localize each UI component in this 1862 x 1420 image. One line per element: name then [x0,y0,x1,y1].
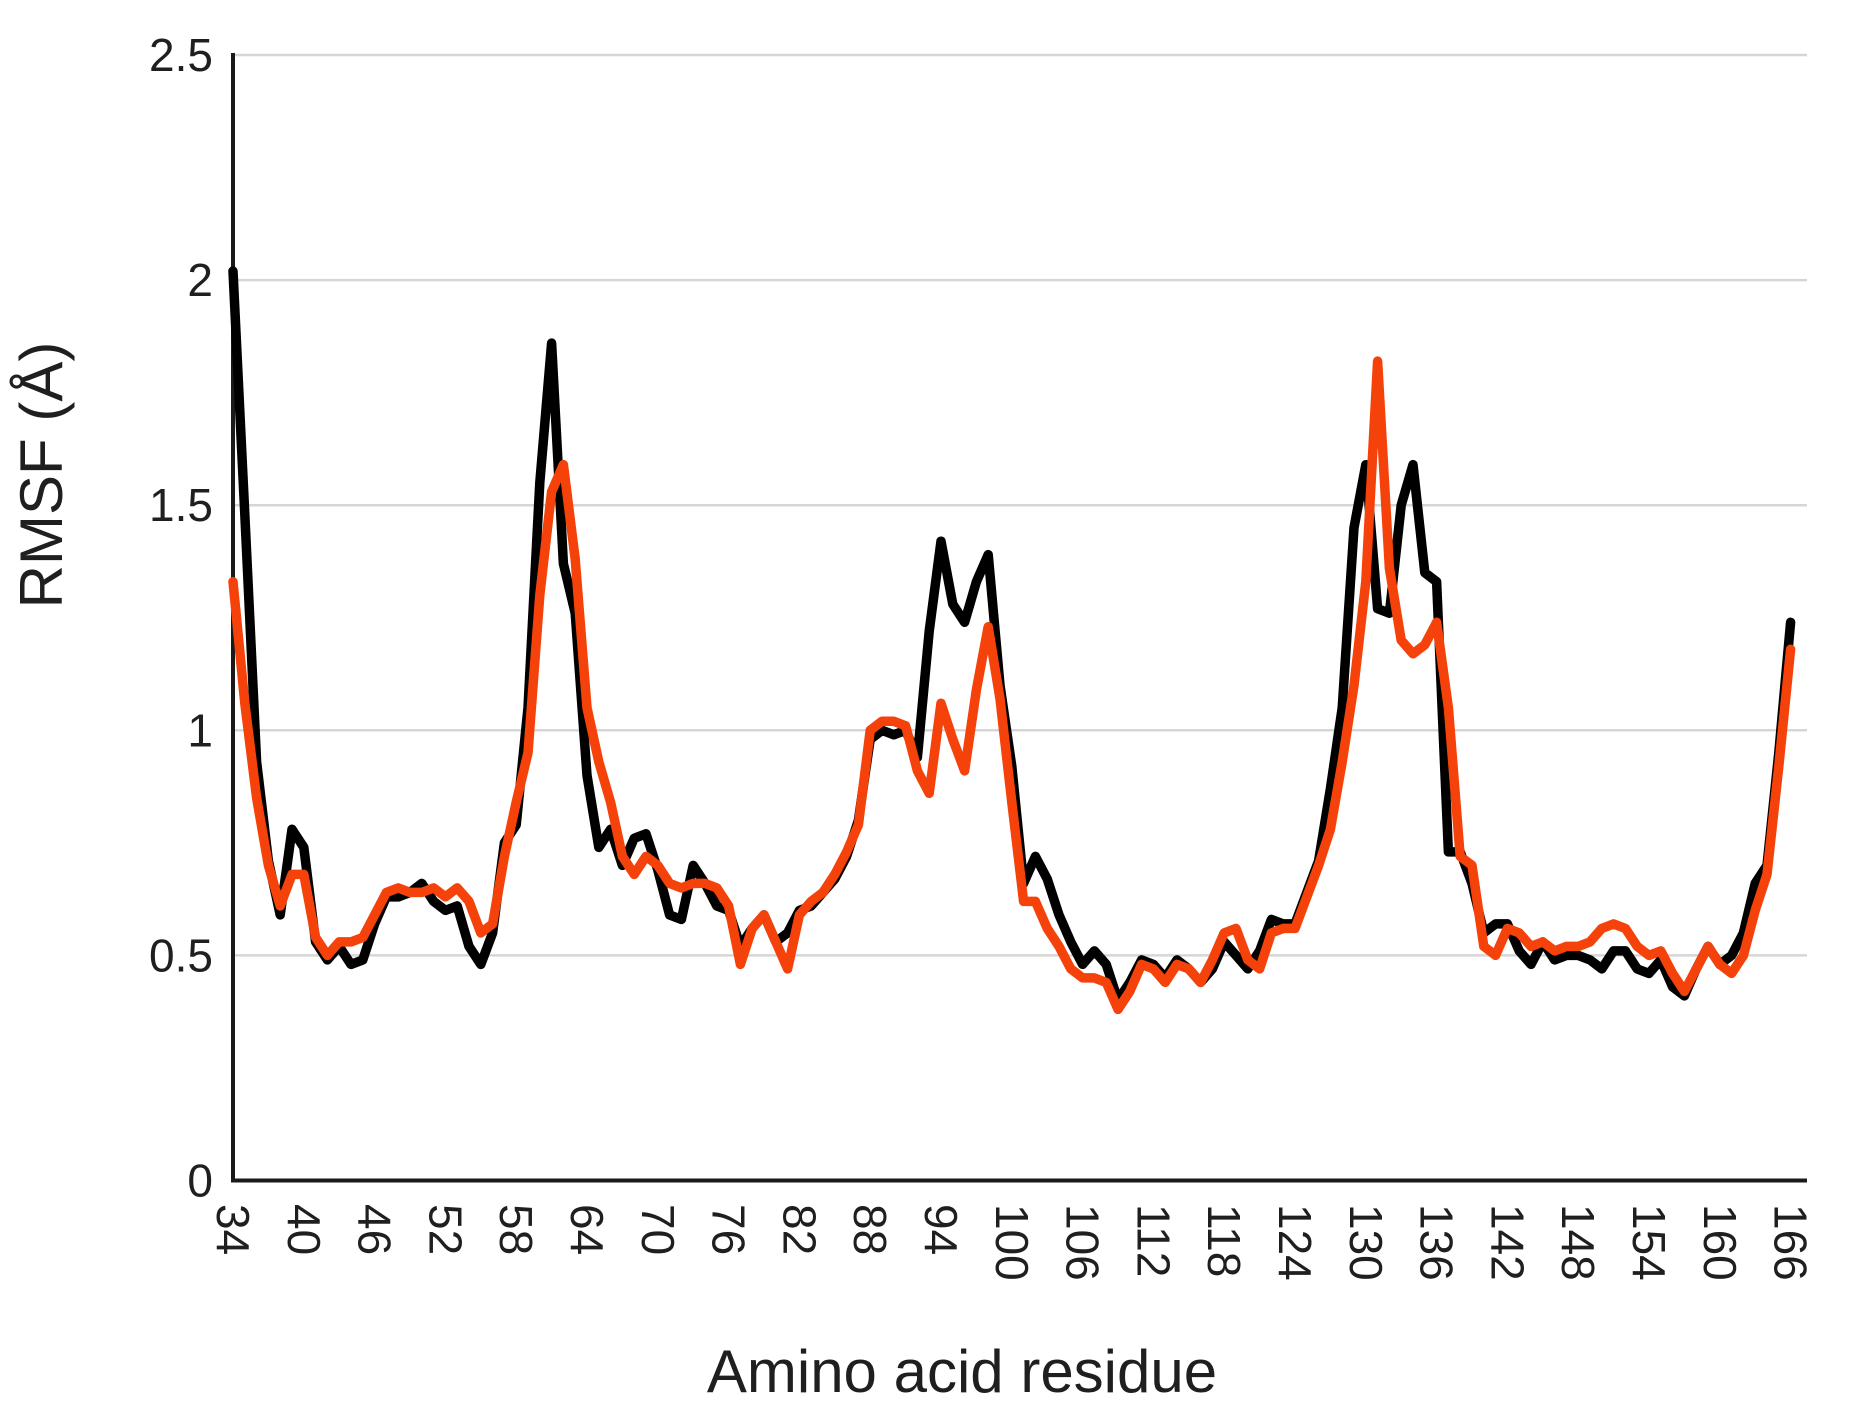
y-tick-label-1.5: 1.5 [149,479,213,531]
y-tick-label-2.5: 2.5 [149,29,213,81]
x-tick-label-166: 166 [1765,1204,1817,1281]
x-tick-label-52: 52 [419,1204,471,1255]
x-tick-label-160: 160 [1694,1204,1746,1281]
series-line-simulation-2-orange [228,356,1796,1015]
x-tick-label-136: 136 [1411,1204,1463,1281]
x-tick-label-130: 130 [1340,1204,1392,1281]
x-tick-label-70: 70 [632,1204,684,1255]
x-tick-label-82: 82 [773,1204,825,1255]
x-tick-label-46: 46 [349,1204,401,1255]
x-tick-label-64: 64 [561,1204,613,1255]
x-tick-label-106: 106 [1057,1204,1109,1281]
x-tick-label-124: 124 [1269,1204,1321,1281]
x-tick-label-142: 142 [1481,1204,1533,1281]
x-tick-label-112: 112 [1127,1204,1179,1277]
y-axis-tick-labels: 0 0.5 1 1.5 2 2.5 [149,29,213,1207]
y-axis-title: RMSF (Å) [8,342,75,609]
gridlines [233,53,1807,957]
x-tick-label-118: 118 [1198,1204,1250,1277]
y-tick-label-0: 0 [187,1155,213,1207]
x-tick-label-34: 34 [207,1204,259,1255]
series-lines [228,266,1796,1015]
series-line-simulation-1-black [228,266,1796,1006]
x-axis-title: Amino acid residue [707,1338,1217,1405]
x-axis-tick-labels: 34 40 46 52 58 64 70 76 82 88 94 100 106 112 118 124 130… [207,1204,1817,1281]
x-tick-label-94: 94 [915,1204,967,1255]
x-tick-label-154: 154 [1623,1204,1675,1281]
y-tick-label-1: 1 [187,704,213,756]
y-tick-label-2: 2 [187,254,213,306]
x-tick-label-100: 100 [986,1204,1038,1281]
x-tick-label-76: 76 [703,1204,755,1255]
x-tick-label-148: 148 [1552,1204,1604,1281]
axes [231,53,1807,1183]
x-tick-label-58: 58 [490,1204,542,1255]
y-tick-label-0.5: 0.5 [149,929,213,981]
x-tick-label-40: 40 [278,1204,330,1255]
x-tick-label-88: 88 [844,1204,896,1255]
